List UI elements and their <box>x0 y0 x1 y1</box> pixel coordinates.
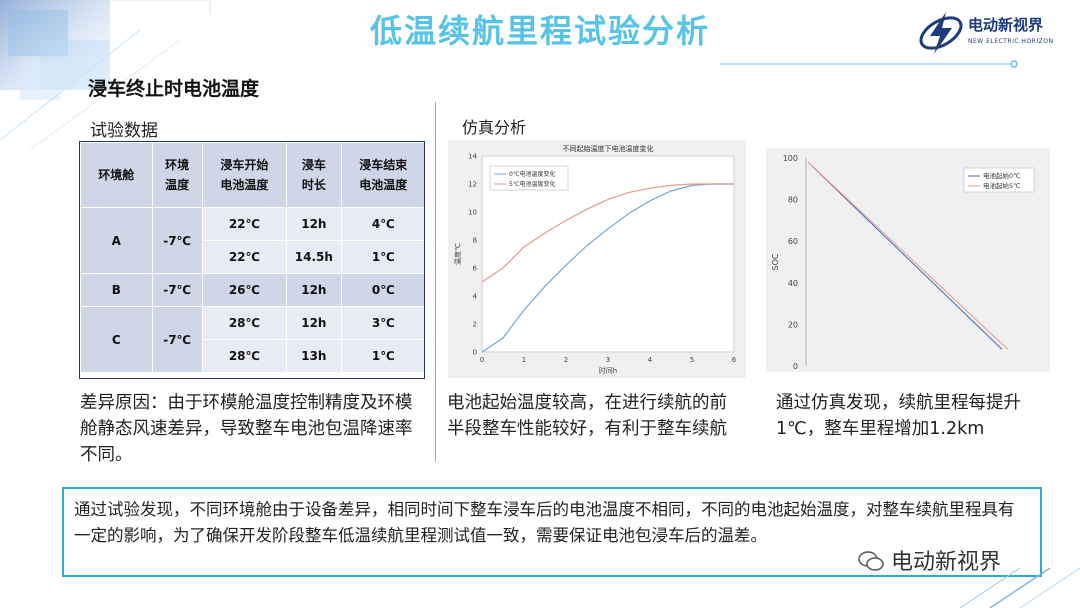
summary-text: 通过试验发现，不同环境舱由于设备差异，相同时间下整车浸车后的电池温度不相同，不同… <box>74 500 1015 545</box>
page-title: 低温续航里程试验分析 <box>369 12 710 50</box>
series-line <box>807 161 1003 350</box>
y-tick-label: 6 <box>473 265 478 273</box>
y-tick-label: 0 <box>793 362 798 371</box>
logo-tagline: NEW ELECTRIC HORIZON <box>968 38 1054 45</box>
start-temp-cell: 28℃ <box>201 339 288 373</box>
x-tick-label: 3 <box>606 356 610 364</box>
y-axis-label: SOC <box>771 253 780 270</box>
legend-box <box>963 167 1035 193</box>
x-tick-label: 2 <box>564 356 568 364</box>
x-tick-label: 0 <box>480 356 484 364</box>
cabin-cell: C <box>80 306 153 373</box>
duration-cell: 14.5h <box>286 240 342 274</box>
env-temp-cell: -7℃ <box>151 273 203 307</box>
summary-box: 通过试验发现，不同环境舱由于设备差异，相同时间下整车浸车后的电池温度不相同，不同… <box>62 487 1042 577</box>
end-temp-cell: 1℃ <box>340 339 427 373</box>
header-text: 浸车 时长 <box>301 158 326 192</box>
test-data-table: 环境舱 环境 温度 浸车开始 电池温度 浸车 时长 浸车结束 电池温度 A -7… <box>80 142 427 373</box>
header-decoration <box>0 0 211 150</box>
section-title: 浸车终止时电池温度 <box>88 78 260 100</box>
cabin-cell: A <box>80 207 153 274</box>
end-temp-cell: 0℃ <box>340 273 427 307</box>
column-divider <box>435 102 436 462</box>
watermark: 电动新视界 <box>858 544 1001 576</box>
col-header-start-temp: 浸车开始 电池温度 <box>201 142 288 208</box>
series-line <box>481 183 734 283</box>
header-text: 浸车结束 电池温度 <box>359 158 408 192</box>
y-tick-label: 0 <box>473 349 477 357</box>
y-axis-label: 温度℃ <box>453 243 462 265</box>
table-header-row: 环境舱 环境 温度 浸车开始 电池温度 浸车 时长 浸车结束 电池温度 <box>80 142 427 208</box>
duration-cell: 12h <box>286 306 342 340</box>
duration-cell: 12h <box>286 273 342 307</box>
table-row: 22℃ 14.5h 1℃ <box>81 240 427 274</box>
chart-title: 不同起始温度下电池温度变化 <box>563 144 654 153</box>
wechat-icon <box>858 551 884 571</box>
cabin-cell: B <box>80 273 153 307</box>
y-tick-label: 40 <box>788 279 798 288</box>
temperature-chart-panel: 不同起始温度下电池温度变化 0 1 2 3 4 5 6 0 2 4 6 8 10 12 14 时间h 温度℃ 0℃电… <box>448 140 746 378</box>
plot-area <box>806 158 1040 366</box>
x-tick-label: 4 <box>648 356 653 364</box>
legend-label: 电池起始0℃ <box>983 171 1020 180</box>
legend-label: 5℃电池温度变化 <box>509 180 556 188</box>
header-text: 环境 温度 <box>165 158 190 192</box>
y-tick-label: 10 <box>468 209 477 217</box>
y-tick-label: 8 <box>473 237 477 245</box>
header-text: 环境舱 <box>98 168 135 182</box>
y-tick-label: 2 <box>473 321 477 329</box>
series-line <box>807 161 1009 350</box>
brand-logo: 电动新视界 NEW ELECTRIC HORIZON <box>916 8 1066 58</box>
y-tick-label: 12 <box>468 181 477 189</box>
table-row: B -7℃ 26℃ 12h 0℃ <box>80 273 427 307</box>
start-temp-cell: 28℃ <box>201 306 288 340</box>
difference-reason-text: 差异原因：由于环模舱温度控制精度及环模舱静态风速差异，导致整车电池包温降速率不同… <box>80 393 413 465</box>
start-temp-cell: 26℃ <box>201 273 288 307</box>
test-data-subtitle: 试验数据 <box>90 121 158 141</box>
y-tick-label: 4 <box>473 293 478 301</box>
duration-cell: 13h <box>286 339 342 373</box>
logo-icon <box>919 12 963 54</box>
start-temp-cell: 22℃ <box>201 207 288 241</box>
end-temp-cell: 4℃ <box>340 207 427 241</box>
legend-box <box>489 165 569 191</box>
soc-chart-panel: 0 20 40 60 80 100 SOC 电池起始0℃ 电池起始5℃ <box>766 148 1050 372</box>
col-header-end-temp: 浸车结束 电池温度 <box>340 142 427 208</box>
legend-label: 电池起始5℃ <box>983 181 1020 190</box>
simulation-subtitle: 仿真分析 <box>462 118 527 137</box>
x-tick-label: 5 <box>690 356 694 364</box>
duration-cell: 12h <box>286 207 342 241</box>
end-temp-cell: 1℃ <box>340 240 427 274</box>
x-tick-label: 6 <box>732 356 737 364</box>
y-tick-label: 60 <box>788 237 798 246</box>
x-axis-label: 时间h <box>599 366 617 375</box>
logo-name: 电动新视界 <box>968 16 1044 34</box>
series-line <box>481 183 734 353</box>
simulation-note: 电池起始温度较高，在进行续航的前半段整车性能较好，有利于整车续航 <box>447 393 727 439</box>
end-temp-cell: 3℃ <box>340 306 427 340</box>
table-row: A -7℃ 22℃ 12h 4℃ <box>80 207 427 274</box>
x-tick-label: 1 <box>522 356 526 364</box>
watermark-text: 电动新视界 <box>891 550 1002 575</box>
col-header-env-temp: 环境 温度 <box>151 142 203 208</box>
col-header-duration: 浸车 时长 <box>286 142 342 208</box>
col-header-cabin: 环境舱 <box>80 142 153 208</box>
env-temp-cell: -7℃ <box>151 306 203 373</box>
range-finding-text: 通过仿真发现，续航里程每提升1℃，整车里程增加1.2km <box>776 393 1021 439</box>
legend-label: 0℃电池温度变化 <box>509 170 556 178</box>
table-row: C -7℃ 28℃ 12h 3℃ <box>80 306 427 373</box>
header-line-decoration <box>720 60 1018 68</box>
header-text: 浸车开始 电池温度 <box>220 158 269 192</box>
footer-decoration <box>960 568 1080 608</box>
env-temp-cell: -7℃ <box>151 207 203 274</box>
y-tick-label: 20 <box>788 320 798 329</box>
table-row: 28℃ 13h 1℃ <box>81 339 427 373</box>
start-temp-cell: 22℃ <box>201 240 288 274</box>
y-tick-label: 100 <box>783 154 798 163</box>
y-tick-label: 14 <box>468 153 477 161</box>
y-tick-label: 80 <box>788 196 798 205</box>
